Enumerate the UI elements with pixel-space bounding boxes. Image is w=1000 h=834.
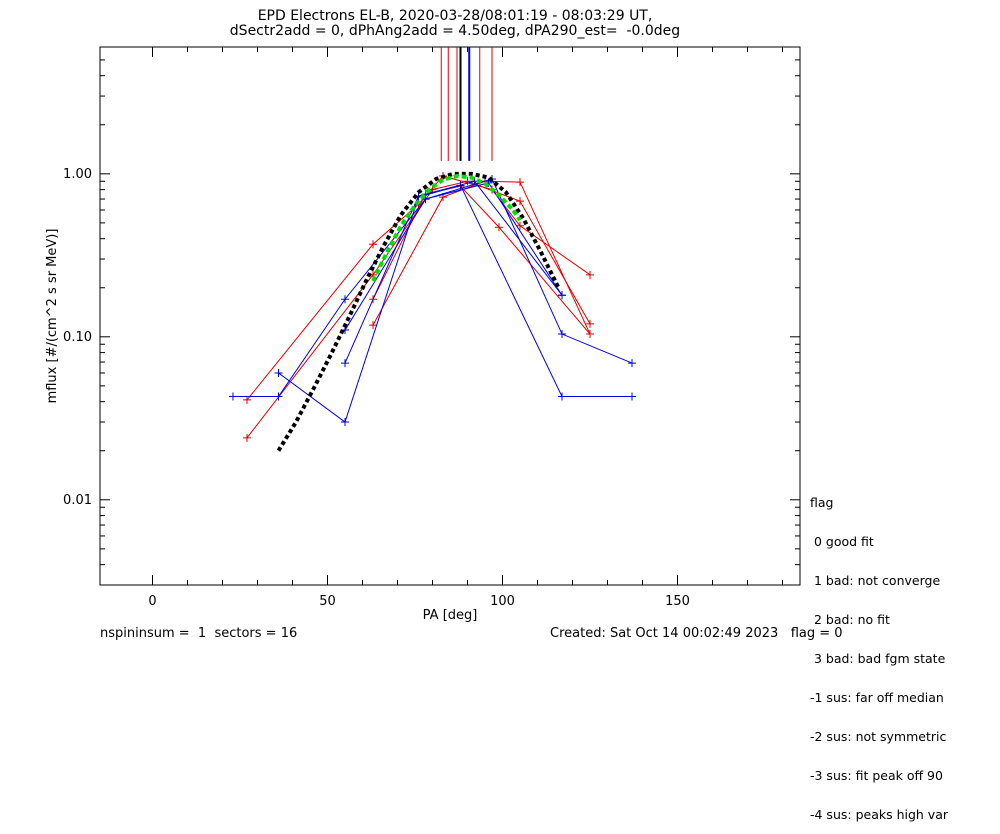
flag-legend-item: -4 sus: peaks high var (810, 807, 949, 822)
fit-curve-green (371, 173, 522, 282)
fit-curves-layer (276, 171, 561, 452)
plot-frame (99, 46, 801, 586)
x-tick-label: 100 (490, 594, 515, 609)
data-point (558, 392, 566, 401)
data-point (369, 321, 377, 330)
data-point (274, 368, 283, 377)
data-point (341, 295, 349, 304)
flag-legend-item: 0 good fit (810, 534, 874, 549)
data-point (628, 392, 636, 401)
data-point (243, 395, 251, 404)
series-line (344, 182, 563, 331)
x-tick-label: 50 (319, 594, 336, 609)
y-tick-label: 0.10 (63, 330, 92, 345)
chart-title-line1: EPD Electrons EL-B, 2020-03-28/08:01:19 … (257, 8, 653, 24)
flag-legend-item: -1 sus: far off median (810, 690, 944, 705)
y-tick-label: 1.00 (63, 167, 92, 182)
flag-legend: flag 0 good fit 1 bad: not converge 2 ba… (810, 470, 948, 834)
plot-frame-layer (99, 46, 801, 586)
flag-legend-item: -2 sus: not symmetric (810, 729, 947, 744)
data-point (586, 319, 594, 328)
series-line (246, 180, 591, 439)
flag-legend-item: -3 sus: fit peak off 90 (810, 768, 943, 783)
footer-left-text: nspininsum = 1 sectors = 16 (100, 626, 298, 641)
data-point (516, 221, 524, 230)
data-point (516, 178, 524, 187)
data-point (341, 359, 349, 368)
data-point (558, 291, 566, 300)
data-point (243, 433, 251, 442)
data-point (274, 392, 283, 401)
axis-layer: 0 50 100 150 0.01 0.10 1.00 PA [deg] mflux [#/(c… (45, 167, 690, 623)
flag-legend-item: 3 bad: bad fgm state (810, 651, 946, 666)
x-axis-label: PA [deg] (423, 608, 478, 623)
data-point (495, 223, 503, 232)
data-point (628, 359, 636, 368)
data-series-layer (229, 171, 636, 442)
fit-curve-black (276, 171, 561, 452)
y-axis-label: mflux [#/(cm^2 s sr MeV)] (45, 229, 60, 404)
data-point (558, 330, 566, 339)
series-line (278, 184, 632, 423)
flag-legend-item: 1 bad: not converge (810, 573, 941, 588)
data-point (229, 392, 237, 401)
data-point (516, 197, 524, 206)
series-line (233, 178, 633, 398)
footer-right-text: Created: Sat Oct 14 00:02:49 2023 flag =… (550, 626, 843, 641)
data-point (369, 240, 377, 249)
y-tick-label: 0.01 (63, 493, 92, 508)
data-point (341, 418, 349, 427)
data-point (463, 177, 472, 186)
series-line (344, 180, 563, 364)
flag-legend-title: flag (810, 495, 834, 510)
flag-legend-item: 2 bad: no fit (810, 612, 890, 627)
chart-plot: 0 50 100 150 0.01 0.10 1.00 PA [deg] mflux [#/(c… (45, 46, 801, 623)
vertical-lines-layer (440, 47, 493, 161)
x-tick-label: 0 (148, 594, 156, 609)
chart-title-line2: dSectr2add = 0, dPhAng2add = 4.50deg, dP… (229, 23, 681, 39)
series-line (372, 180, 591, 335)
data-point (586, 330, 594, 339)
data-point (586, 270, 594, 279)
x-tick-label: 150 (665, 594, 690, 609)
